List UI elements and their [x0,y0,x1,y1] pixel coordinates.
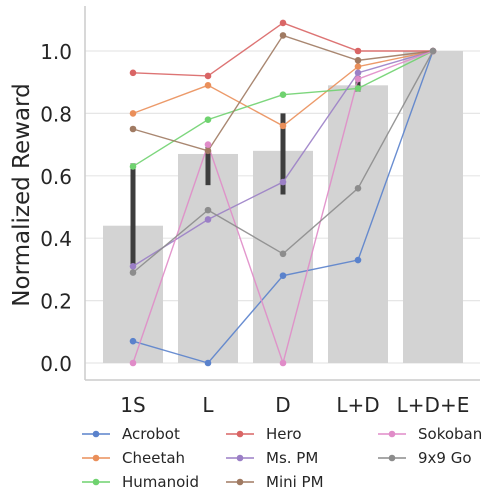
point-9x9-go [354,184,362,192]
point-hero [129,69,137,77]
legend-swatch-marker [236,430,244,438]
point-acrobot [204,359,212,367]
legend-item-hero: Hero [226,425,302,443]
legend: Acrobot Cheetah Humanoid Hero Ms. PM Mini PM S… [82,425,482,491]
legend-swatch-marker [388,430,396,438]
y-tick-label: 0.0 [40,352,72,376]
point-mini-pm [129,125,137,133]
point-ms-pm [129,262,137,270]
y-axis-label: Normalized Reward [9,83,35,306]
legend-swatch-marker [388,454,396,462]
y-tick-label: 0.4 [40,227,72,251]
point-acrobot [129,337,137,345]
point-cheetah [354,63,362,70]
series-points [129,19,437,367]
legend-swatch-marker [236,454,244,462]
x-tick-label: D [275,393,290,417]
legend-label: Ms. PM [266,449,318,467]
legend-label: 9x9 Go [418,449,472,467]
bar-L+D [328,85,388,363]
legend-item-cheetah: Cheetah [82,449,185,467]
legend-label: Humanoid [122,473,199,491]
legend-label: Acrobot [122,425,180,443]
y-tick-label: 0.6 [40,165,72,189]
point-9x9-go [204,206,212,214]
point-ms-pm [204,216,212,223]
x-tick-labels: 1S L D L+D L+D+E [120,393,469,417]
legend-item-ms-pm: Ms. PM [226,449,318,467]
legend-swatch-marker [236,478,244,486]
point-sokoban [279,359,287,367]
point-mini-pm [279,32,287,39]
point-cheetah [129,110,137,117]
bar-L [178,153,238,363]
bar-L+D+E [403,51,463,363]
legend-item-sokoban: Sokoban [378,425,482,443]
x-tick-label: L [202,393,214,417]
point-sokoban [129,359,137,367]
legend-item-mini-pm: Mini PM [226,473,324,491]
point-humanoid [129,163,137,170]
point-cheetah [204,82,212,89]
point-9x9-go [279,250,287,258]
point-humanoid [204,116,212,123]
point-ms-pm [279,178,287,186]
legend-swatch-marker [92,430,100,438]
legend-label: Sokoban [418,425,482,443]
y-tick-label: 0.2 [40,290,72,314]
legend-swatch-marker [92,454,100,462]
point-mini-pm [204,147,212,155]
legend-swatch-marker [92,478,100,486]
legend-item-9x9-go: 9x9 Go [378,449,472,467]
point-mini-pm [354,57,362,64]
point-humanoid [279,91,287,98]
point-sokoban [204,141,212,148]
point-hero [279,19,287,27]
legend-item-acrobot: Acrobot [82,425,180,443]
point-9x9-go [429,47,437,55]
point-hero [204,72,212,80]
point-hero [354,47,362,55]
legend-item-humanoid: Humanoid [82,473,199,491]
point-cheetah [279,122,287,130]
x-tick-label: L+D [336,393,379,417]
point-ms-pm [354,69,362,77]
point-humanoid [354,85,362,92]
axes [84,6,480,381]
legend-label: Cheetah [122,449,185,467]
y-tick-label: 1.0 [40,40,72,64]
x-tick-label: 1S [120,393,145,417]
point-acrobot [354,256,362,264]
y-tick-label: 0.8 [40,102,72,126]
legend-label: Mini PM [266,473,324,491]
point-acrobot [279,272,287,279]
x-tick-label: L+D+E [397,393,470,417]
point-9x9-go [129,269,137,276]
y-tick-labels: 0.0 0.2 0.4 0.6 0.8 1.0 [40,40,72,376]
legend-label: Hero [266,425,302,443]
point-sokoban [354,75,362,83]
